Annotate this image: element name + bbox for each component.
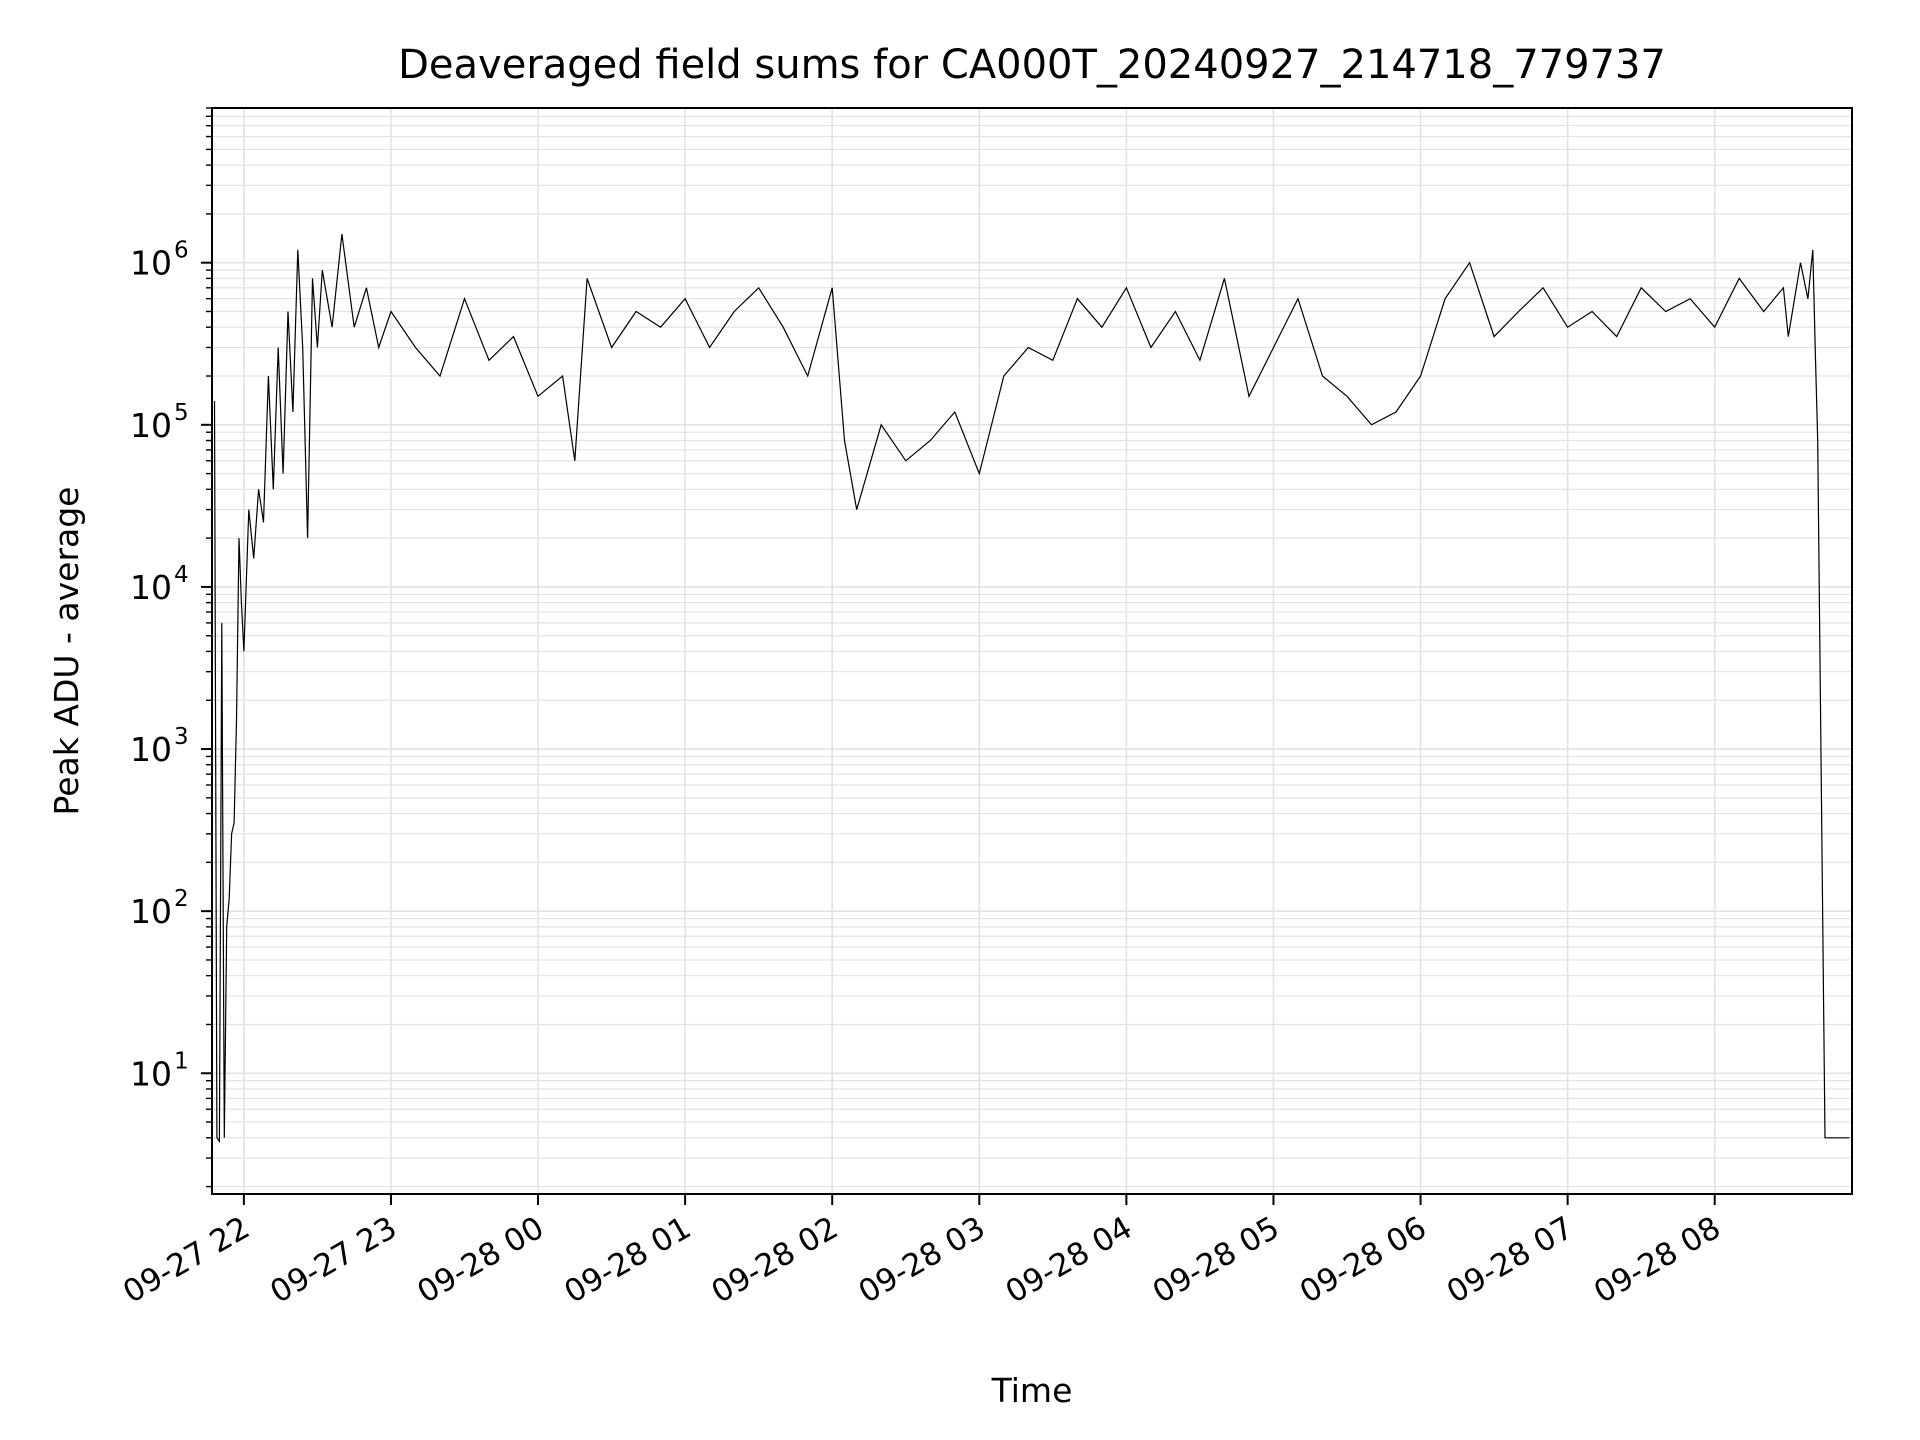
x-tick-label: 09-28 06 [1294, 1210, 1433, 1311]
chart-title: Deaveraged field sums for CA000T_2024092… [398, 42, 1666, 88]
x-tick-label: 09-27 22 [117, 1210, 256, 1311]
x-tick-label: 09-28 02 [705, 1210, 844, 1311]
x-tick-label: 09-28 03 [853, 1210, 992, 1311]
y-tick-label: 10 [130, 244, 172, 283]
y-tick-exponent: 1 [174, 1048, 189, 1074]
y-axis-label: Peak ADU - average [47, 487, 86, 816]
x-axis: 09-27 22 09-27 23 09-28 00 09-28 01 09-28 02… [117, 1194, 1727, 1311]
grid-lines [206, 107, 1852, 1194]
y-tick-exponent: 4 [174, 562, 189, 588]
y-tick-label: 10 [130, 892, 172, 931]
y-tick-label: 10 [130, 730, 172, 769]
x-tick-label: 09-28 07 [1441, 1210, 1580, 1311]
x-tick-label: 09-28 04 [1000, 1210, 1139, 1311]
y-tick-label: 10 [130, 1054, 172, 1093]
x-axis-label: Time [991, 1371, 1073, 1410]
y-tick-exponent: 5 [174, 400, 189, 426]
x-tick-label: 09-28 05 [1147, 1210, 1286, 1311]
y-tick-exponent: 6 [174, 238, 189, 264]
plot-frame [211, 107, 1853, 1195]
y-tick-label: 10 [130, 406, 172, 445]
x-tick-label: 09-27 23 [264, 1210, 403, 1311]
y-tick-exponent: 2 [174, 886, 189, 912]
series-line [213, 234, 1850, 1144]
x-tick-label: 09-28 08 [1588, 1210, 1727, 1311]
y-tick-label: 10 [130, 568, 172, 607]
y-tick-exponent: 3 [174, 724, 189, 750]
x-tick-label: 09-28 01 [558, 1210, 697, 1311]
x-tick-label: 09-28 00 [411, 1210, 550, 1311]
